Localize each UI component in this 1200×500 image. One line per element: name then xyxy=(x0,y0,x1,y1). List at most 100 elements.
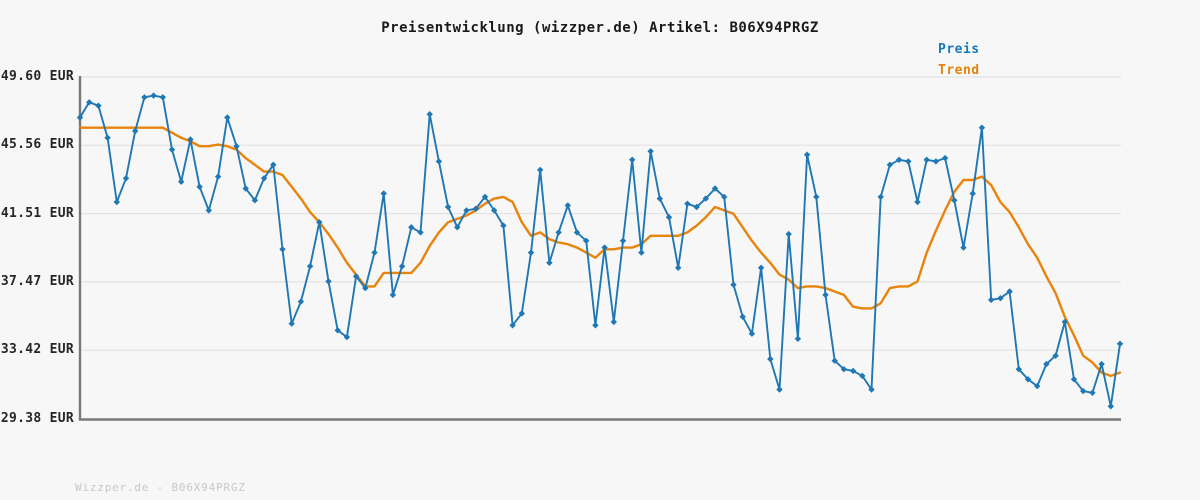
price-point-marker xyxy=(1116,340,1124,347)
price-point-marker xyxy=(840,366,848,373)
price-point-marker xyxy=(1006,288,1013,295)
price-point-marker xyxy=(233,143,240,150)
price-point-marker xyxy=(592,322,599,329)
price-point-marker xyxy=(95,102,102,109)
price-point-marker xyxy=(647,148,654,155)
price-point-marker xyxy=(619,237,627,244)
price-point-marker xyxy=(214,173,222,180)
price-point-marker xyxy=(794,335,802,342)
price-point-marker xyxy=(988,296,995,304)
price-point-marker xyxy=(555,229,562,236)
price-point-marker xyxy=(270,161,277,168)
price-point-marker xyxy=(583,237,590,244)
price-point-marker xyxy=(675,264,682,271)
y-tick-label: 33.42 EUR xyxy=(0,342,74,358)
price-point-marker xyxy=(491,207,498,214)
price-point-marker xyxy=(767,355,774,363)
price-point-marker xyxy=(546,259,553,266)
price-point-marker xyxy=(417,229,424,236)
price-point-marker xyxy=(444,203,452,211)
price-point-marker xyxy=(1107,403,1114,410)
price-markers xyxy=(76,92,1124,410)
price-point-marker xyxy=(150,92,157,99)
price-point-marker xyxy=(1052,352,1059,359)
legend-item-preis: Preis xyxy=(938,42,980,57)
price-point-marker xyxy=(537,166,544,174)
price-point-marker xyxy=(711,185,719,192)
price-point-marker xyxy=(693,203,700,211)
axes xyxy=(78,76,1121,421)
price-point-marker xyxy=(638,249,645,256)
price-point-marker xyxy=(831,357,838,364)
price-point-marker xyxy=(629,156,636,163)
price-point-marker xyxy=(905,158,912,165)
price-point-marker xyxy=(1098,360,1105,368)
price-point-marker xyxy=(610,318,617,326)
price-point-marker xyxy=(472,205,479,212)
price-point-marker xyxy=(803,151,811,158)
price-point-marker xyxy=(564,202,571,209)
price-point-marker xyxy=(178,178,185,185)
y-tick-label: 41.51 EUR xyxy=(0,205,74,221)
price-point-marker xyxy=(389,291,397,299)
price-point-marker xyxy=(702,195,709,202)
price-point-marker xyxy=(297,298,305,305)
chart-title: Preisentwicklung (wizzper.de) Artikel: B… xyxy=(381,20,819,36)
price-point-marker xyxy=(748,330,756,337)
price-point-marker xyxy=(168,146,176,153)
price-point-marker xyxy=(813,193,820,201)
price-point-marker xyxy=(362,284,369,292)
price-point-marker xyxy=(859,372,866,380)
y-tick-label: 49.60 EUR xyxy=(0,69,74,84)
price-point-marker xyxy=(932,158,940,165)
trend-line xyxy=(78,126,1122,378)
price-point-marker xyxy=(242,185,249,192)
price-point-marker xyxy=(288,320,295,327)
price-point-marker xyxy=(601,244,608,251)
price-point-marker xyxy=(730,281,737,288)
price-point-marker xyxy=(132,127,139,135)
price-point-marker xyxy=(978,124,986,131)
price-point-marker xyxy=(1034,382,1041,390)
price-point-marker xyxy=(251,197,259,204)
price-point-marker xyxy=(408,224,415,231)
price-point-marker xyxy=(757,264,765,271)
price-point-marker xyxy=(776,386,783,393)
price-point-marker xyxy=(822,291,829,299)
price-point-marker xyxy=(895,156,903,163)
price-point-marker xyxy=(684,200,691,207)
price-point-marker xyxy=(260,175,268,182)
price-point-marker xyxy=(435,158,443,165)
price-point-marker xyxy=(398,263,406,270)
price-point-marker xyxy=(1089,389,1096,396)
price-line xyxy=(79,94,1121,408)
price-point-marker xyxy=(343,333,351,341)
price-point-marker xyxy=(352,273,360,280)
price-point-marker xyxy=(371,249,378,256)
price-point-marker xyxy=(721,193,728,201)
y-tick-label: 45.56 EUR xyxy=(0,137,74,153)
price-point-marker xyxy=(960,244,967,251)
price-point-marker xyxy=(454,224,461,231)
price-point-marker xyxy=(1015,366,1022,373)
price-point-marker xyxy=(1061,318,1068,326)
price-point-marker xyxy=(196,183,203,190)
price-point-marker xyxy=(279,246,286,253)
price-point-marker xyxy=(785,230,792,238)
price-point-marker xyxy=(500,222,507,229)
price-point-marker xyxy=(1070,376,1078,383)
price-point-marker xyxy=(518,310,525,317)
price-point-marker xyxy=(224,114,231,121)
price-point-marker xyxy=(122,175,130,182)
price-point-marker xyxy=(205,207,212,214)
price-point-marker xyxy=(997,295,1004,302)
y-tick-label: 29.38 EUR xyxy=(0,410,74,426)
price-point-marker xyxy=(665,214,673,221)
price-point-marker xyxy=(306,263,314,270)
price-point-marker xyxy=(941,154,949,162)
price-point-marker xyxy=(325,278,332,285)
y-tick-label: 37.47 EUR xyxy=(0,273,74,289)
gridlines xyxy=(79,76,1121,351)
